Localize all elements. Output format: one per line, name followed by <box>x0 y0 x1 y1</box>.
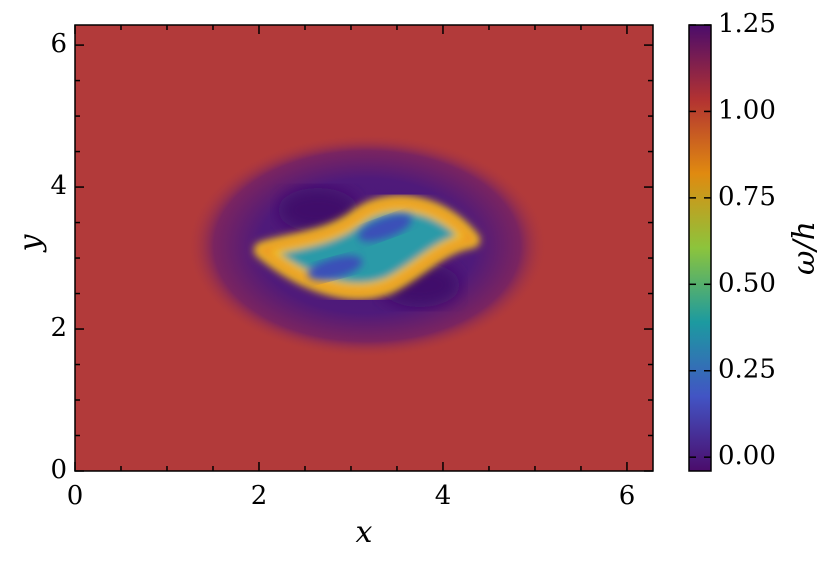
colorbar-tick-label: 1.00 <box>718 95 776 125</box>
core <box>307 255 363 281</box>
y-tick-label: 0 <box>50 455 67 485</box>
x-tick-label: 2 <box>251 481 268 511</box>
y-tick-label: 4 <box>50 171 67 201</box>
colorbar-tick-label: 0.75 <box>718 182 776 212</box>
colorbar-tick-label: 1.25 <box>718 9 776 39</box>
field <box>75 25 653 471</box>
y-tick-label: 2 <box>50 313 67 343</box>
vortex-edge <box>257 201 477 294</box>
core <box>358 214 412 242</box>
x-tick-label: 0 <box>67 481 84 511</box>
plot-frame <box>74 24 654 472</box>
x-tick-label: 4 <box>435 481 452 511</box>
y-axis-label: y <box>13 233 48 253</box>
colorbar-label: ω/h <box>787 221 822 275</box>
colorbar <box>688 24 712 472</box>
colorbar-tick-label: 0.00 <box>718 441 776 471</box>
x-axis-label: x <box>356 515 373 550</box>
x-tick-label: 6 <box>619 481 636 511</box>
colorbar-tick-label: 0.50 <box>718 268 776 298</box>
colorbar-tick-label: 0.25 <box>718 355 776 385</box>
y-tick-label: 6 <box>50 29 67 59</box>
